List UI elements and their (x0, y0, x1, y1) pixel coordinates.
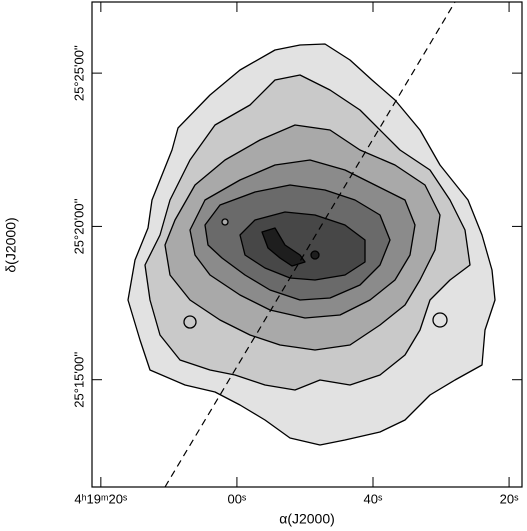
x-axis-title: α(J2000) (279, 511, 335, 527)
y-tick-label: 25°15'00'' (71, 352, 86, 408)
y-tick-label: 25°25'00'' (71, 45, 86, 101)
y-axis-title: δ(J2000) (3, 217, 19, 272)
x-tick-label: 20ˢ (500, 491, 519, 506)
x-tick-label: 40ˢ (364, 491, 383, 506)
plot-frame (91, 1, 523, 488)
slit-line (164, 1, 456, 488)
y-tick-label: 25°20'00'' (71, 198, 86, 254)
x-tick-label: 00ˢ (227, 491, 246, 506)
contour-map (127, 43, 496, 446)
x-tick-label: 4ʰ19ᵐ20ˢ (74, 491, 128, 506)
